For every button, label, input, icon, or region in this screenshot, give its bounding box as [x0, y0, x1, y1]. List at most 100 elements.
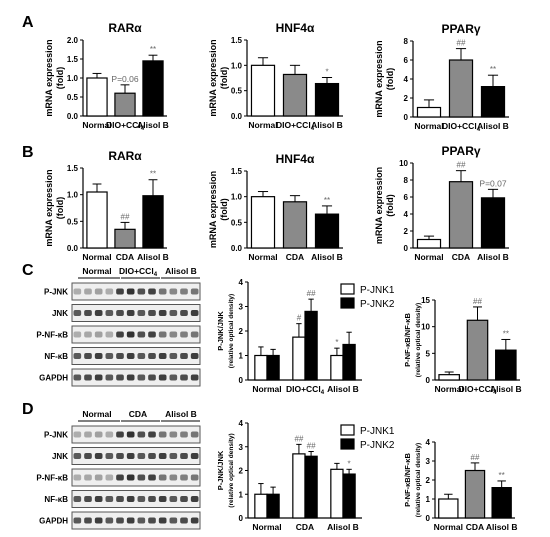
- x-tick-label: DIO+CCl4: [458, 384, 497, 396]
- legend-label: P-JNK1: [360, 426, 395, 437]
- y-tick-label: 0.0: [231, 244, 243, 253]
- significance-label-2: **: [150, 45, 156, 54]
- blot-band: [126, 495, 135, 503]
- y-tick-label: 2: [239, 467, 244, 476]
- x-tick-label: Normal: [82, 252, 111, 262]
- significance-label-2-1: ##: [307, 442, 316, 451]
- chart-title: HNF4α: [276, 152, 315, 166]
- bar-1-2: [330, 468, 344, 519]
- bar-1: [464, 469, 486, 519]
- y-tick-label: 2: [239, 327, 244, 336]
- blot-band: [126, 352, 135, 360]
- blot-row-label: NF-κB: [44, 352, 68, 361]
- blot-group-label: DIO+CCl4: [119, 266, 158, 278]
- blot-band: [126, 452, 135, 460]
- y-tick-label: 8: [404, 176, 409, 185]
- blot-band: [158, 452, 167, 460]
- x-tick-label: Alisol B: [486, 522, 518, 532]
- y-tick-label: 0.5: [67, 93, 79, 102]
- y-axis-label: P-NF-κB/NF-κB (relative optical density): [403, 303, 422, 377]
- blot-band: [116, 517, 124, 524]
- y-tick-label: 1.0: [231, 193, 243, 202]
- blot-band: [84, 495, 92, 503]
- y-axis-label-line2: (relative optical density): [228, 433, 235, 507]
- blot-band: [73, 452, 82, 460]
- blot-band: [84, 474, 92, 481]
- y-tick-label: 0: [239, 514, 244, 523]
- blot-group-label: CDA: [129, 409, 147, 419]
- blot-row-label: P-NF-κB: [36, 474, 68, 483]
- bar-0: [86, 77, 108, 117]
- legend-swatch: [340, 424, 355, 436]
- blot-band: [190, 474, 199, 481]
- blot-band: [148, 309, 156, 317]
- y-tick-label: 0: [426, 376, 431, 385]
- blot-band: [94, 474, 103, 481]
- bar-2: [142, 195, 164, 249]
- x-tick-label: DIO+CCl4: [276, 120, 315, 132]
- blot-band: [126, 309, 135, 317]
- blot-band: [137, 517, 146, 524]
- blot-band: [84, 331, 92, 338]
- blot-group-label: Normal: [82, 266, 111, 276]
- y-axis-label: mRNA expression (fold): [208, 39, 229, 116]
- blot-band: [180, 452, 188, 460]
- y-axis-label-line1: mRNA expression: [374, 40, 384, 117]
- y-axis-label-line2: (fold): [55, 197, 65, 220]
- blot-band: [73, 474, 82, 481]
- y-tick-label: 1: [239, 490, 244, 499]
- blot-strip: [71, 368, 201, 387]
- panel-letter-c: C: [22, 262, 34, 279]
- blot-band: [190, 288, 199, 295]
- y-tick-label: 0: [426, 514, 431, 523]
- y-axis-label-line1: mRNA expression: [44, 39, 54, 116]
- blot-group-label: Normal: [82, 409, 111, 419]
- blot-row-label: P-JNK: [44, 431, 68, 440]
- bar-1-1: [292, 453, 306, 519]
- y-axis-label-line1: mRNA expression: [208, 39, 218, 116]
- blot-band: [105, 495, 114, 503]
- blot-band: [126, 288, 135, 295]
- blot-band: [105, 517, 114, 524]
- y-tick-label: 2.0: [67, 36, 79, 45]
- bar-1: [114, 92, 136, 117]
- blot-band: [158, 331, 167, 338]
- significance-label-2: **: [490, 65, 496, 74]
- blot-band: [73, 374, 82, 381]
- blot-band: [105, 474, 114, 481]
- blot-band: [73, 331, 82, 338]
- blot-band: [190, 517, 199, 524]
- bar-0: [416, 238, 442, 249]
- y-tick-label: 2: [426, 476, 431, 485]
- blot-band: [116, 352, 124, 360]
- y-tick-label: 1.5: [231, 167, 243, 176]
- blot-row-label: NF-κB: [44, 495, 68, 504]
- blot-band: [158, 352, 167, 360]
- blot-band: [158, 495, 167, 503]
- blot-band: [190, 431, 199, 438]
- y-axis-label: P-JNK/JNK (relative optical density): [216, 433, 235, 507]
- chart-b3: 0 2 4 6 8 10 mRNA expression (fold) PPARγ Normal C…: [374, 144, 509, 262]
- y-axis-label-line1: mRNA expression: [208, 171, 218, 248]
- bar-1-1: [292, 336, 306, 381]
- significance-label-2: *: [325, 67, 328, 76]
- blot-band: [180, 374, 188, 381]
- legend-label: P-JNK1: [360, 285, 395, 296]
- blot-band: [137, 331, 146, 338]
- blot-band: [169, 495, 178, 503]
- blot-c: Normal DIO+CCl4 Alisol B P-JNK JNK P-NF-κB NF-…: [36, 266, 201, 387]
- bar-1: [448, 181, 474, 249]
- bar-0: [438, 374, 460, 381]
- blot-band: [94, 374, 103, 381]
- significance-label-1: ##: [457, 161, 466, 170]
- blot-band: [73, 352, 82, 360]
- blot-band: [94, 309, 103, 317]
- y-tick-label: 4: [426, 438, 431, 447]
- y-tick-label: 4: [239, 419, 244, 428]
- y-tick-label: 0.0: [67, 112, 79, 121]
- y-axis-label: P-NF-κB/NF-κB (relative optical density): [403, 443, 422, 517]
- blot-band: [116, 495, 124, 503]
- blot-band: [148, 331, 156, 338]
- y-tick-label: 4: [404, 210, 409, 219]
